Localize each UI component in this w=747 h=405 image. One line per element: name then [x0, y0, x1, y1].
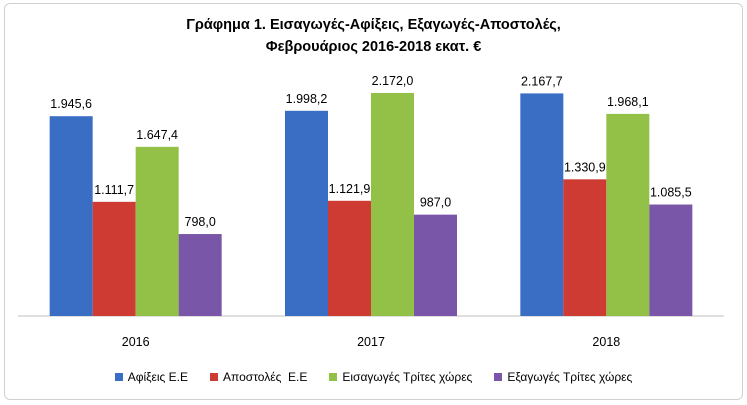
legend-swatch-3	[329, 373, 338, 381]
legend-item-2: Αποστολές Ε.Ε	[210, 370, 307, 384]
x-tick-label-2017: 2017	[357, 335, 385, 349]
bar-2017-series-4	[414, 214, 457, 316]
data-label-2018-series-3: 1.968,1	[607, 95, 649, 109]
data-label-2016-series-2: 1.111,7	[94, 183, 134, 197]
data-label-2017-series-1: 1.998,2	[286, 92, 328, 106]
data-label-2016-series-3: 1.647,4	[136, 128, 178, 142]
legend-item-4: Εξαγωγές Τρίτες χώρες	[494, 370, 632, 384]
chart-legend: Αφίξεις Ε.Ε Αποστολές Ε.Ε Εισαγωγές Τρίτες…	[5, 370, 742, 384]
chart-frame: Γράφημα 1. Εισαγωγές-Αφίξεις, Εξαγωγές-Α…	[4, 3, 743, 400]
data-label-2016-series-4: 798,0	[185, 215, 216, 229]
legend-swatch-2	[210, 373, 219, 381]
data-label-2017-series-3: 2.172,0	[372, 74, 414, 88]
bar-2017-series-3	[371, 92, 414, 317]
data-label-2017-series-2: 1.121,9	[329, 182, 371, 196]
x-tick-label-2018: 2018	[592, 335, 620, 349]
bar-2018-series-3	[606, 113, 650, 316]
data-label-2018-series-1: 2.167,7	[521, 74, 563, 88]
chart-title-line-2: Φεβρουάριος 2016-2018 εκατ. €	[265, 39, 482, 55]
legend-swatch-1	[114, 373, 123, 381]
bar-2016-series-2	[92, 201, 136, 316]
legend-item-1: Αφίξεις Ε.Ε	[114, 370, 189, 384]
bar-2018-series-4	[649, 204, 693, 316]
bar-chart: 1.945,6 1.111,7 1.647,4 798,0 2016 1.998,2 1.1…	[18, 74, 724, 349]
data-label-2018-series-4: 1.085,5	[650, 186, 692, 200]
legend-label-1: Αφίξεις Ε.Ε	[127, 370, 189, 384]
data-label-2017-series-4: 987,0	[420, 196, 451, 210]
bar-2016-series-1	[49, 116, 93, 316]
bar-2017-series-2	[328, 200, 371, 316]
x-tick-label-2016: 2016	[122, 335, 150, 349]
bar-2017-series-1	[285, 110, 328, 316]
data-label-2016-series-1: 1.945,6	[50, 97, 92, 111]
bar-2016-series-3	[135, 146, 179, 316]
bar-2018-series-2	[563, 179, 607, 316]
legend-label-2: Αποστολές Ε.Ε	[223, 370, 308, 384]
data-label-2018-series-2: 1.330,9	[564, 160, 606, 174]
bar-2016-series-4	[178, 234, 222, 316]
chart-title-line-1: Γράφημα 1. Εισαγωγές-Αφίξεις, Εξαγωγές-Α…	[186, 17, 561, 33]
legend-item-3: Εισαγωγές Τρίτες χώρες	[329, 370, 472, 384]
legend-swatch-4	[494, 373, 503, 381]
legend-label-3: Εισαγωγές Τρίτες χώρες	[342, 370, 473, 384]
bar-2018-series-1	[520, 93, 564, 316]
legend-label-4: Εξαγωγές Τρίτες χώρες	[507, 370, 633, 384]
